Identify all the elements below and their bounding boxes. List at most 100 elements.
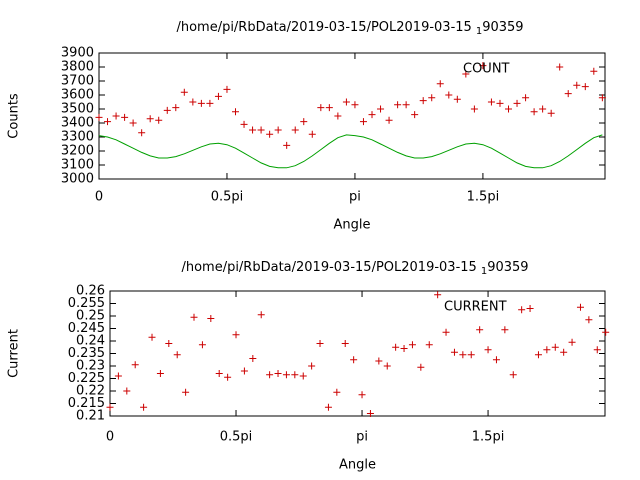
data-point xyxy=(509,371,517,379)
data-point xyxy=(392,343,400,351)
data-point xyxy=(106,403,114,411)
data-point xyxy=(501,326,509,334)
data-point xyxy=(291,126,299,134)
y-tick-label: 0.235 xyxy=(68,346,105,361)
data-point xyxy=(334,112,342,120)
y-tick-label: 0.21 xyxy=(76,409,105,424)
data-point xyxy=(400,345,408,352)
data-point xyxy=(114,372,122,380)
data-point xyxy=(316,340,324,347)
data-point xyxy=(257,126,265,134)
data-point xyxy=(590,67,598,75)
data-point xyxy=(492,356,500,364)
chart-title: /home/pi/RbData/2019-03-15/POL2019-03-15… xyxy=(176,20,523,38)
title-main: /home/pi/RbData/2019-03-15/POL2019-03-15 xyxy=(181,260,476,275)
x-axis-label: Angle xyxy=(334,218,371,233)
data-point xyxy=(249,126,257,134)
x-tick-label: 1.5pi xyxy=(467,190,500,205)
data-point xyxy=(131,361,139,369)
data-point xyxy=(496,99,504,107)
data-point xyxy=(359,118,367,126)
data-point xyxy=(299,372,307,380)
data-point xyxy=(325,104,333,112)
data-point xyxy=(526,305,534,312)
data-point xyxy=(467,351,475,359)
data-point xyxy=(442,328,450,336)
title-suffix: 90359 xyxy=(487,260,528,275)
data-point xyxy=(123,387,131,395)
data-point xyxy=(402,101,410,109)
data-point xyxy=(459,351,467,359)
data-point xyxy=(112,112,120,120)
data-point xyxy=(215,370,223,377)
data-point xyxy=(224,373,232,381)
data-point xyxy=(530,108,538,116)
data-point xyxy=(394,101,402,109)
chart-title: /home/pi/RbData/2019-03-15/POL2019-03-15… xyxy=(181,260,528,278)
data-point xyxy=(445,91,453,99)
data-point xyxy=(308,130,316,138)
data-point xyxy=(487,98,495,106)
legend-label: COUNT xyxy=(463,62,510,77)
data-point xyxy=(291,371,299,379)
data-point xyxy=(556,63,564,71)
data-point xyxy=(585,316,593,324)
title-subscript: 1 xyxy=(476,26,482,37)
y-tick-label: 3000 xyxy=(61,172,94,187)
y-tick-label: 3100 xyxy=(61,158,94,173)
subplot: /home/pi/RbData/2019-03-15/POL2019-03-15… xyxy=(7,260,610,473)
x-tick-label: 0 xyxy=(95,190,103,205)
data-point xyxy=(505,105,513,113)
data-point xyxy=(95,113,103,121)
data-point xyxy=(189,98,197,106)
data-point xyxy=(534,351,542,359)
data-point xyxy=(551,343,559,351)
data-point xyxy=(266,130,274,138)
data-point xyxy=(513,99,521,107)
data-point xyxy=(470,105,478,113)
x-tick-label: 0 xyxy=(106,430,114,445)
data-point xyxy=(148,333,156,341)
data-point xyxy=(240,367,248,375)
data-point xyxy=(462,70,470,78)
y-tick-label: 3300 xyxy=(61,130,94,145)
data-point xyxy=(581,83,589,91)
y-tick-label: 0.245 xyxy=(68,321,105,336)
data-point xyxy=(539,105,547,113)
data-point xyxy=(543,346,551,354)
x-tick-label: 1.5pi xyxy=(472,430,505,445)
data-point xyxy=(425,341,433,349)
data-point xyxy=(385,116,393,124)
y-tick-label: 3500 xyxy=(61,102,94,117)
data-point xyxy=(522,94,530,102)
data-point xyxy=(598,94,606,102)
data-point xyxy=(146,115,154,123)
data-point xyxy=(479,62,487,70)
data-point xyxy=(240,120,248,128)
y-tick-label: 0.23 xyxy=(76,359,105,374)
data-point xyxy=(408,341,416,349)
y-tick-label: 3200 xyxy=(61,144,94,159)
data-point xyxy=(547,109,555,117)
data-point xyxy=(197,99,205,107)
data-point xyxy=(358,391,366,399)
data-point xyxy=(375,357,383,365)
legend-label: CURRENT xyxy=(444,300,507,315)
data-point xyxy=(180,88,188,96)
data-point xyxy=(576,303,584,311)
data-point xyxy=(232,331,240,339)
y-axis-label: Counts xyxy=(7,93,22,139)
data-point xyxy=(129,119,137,127)
data-point xyxy=(333,388,341,396)
data-point xyxy=(434,291,442,299)
data-point xyxy=(350,356,358,364)
data-point xyxy=(351,101,359,109)
subplot: /home/pi/RbData/2019-03-15/POL2019-03-15… xyxy=(7,20,606,233)
data-point xyxy=(198,341,206,349)
title-main: /home/pi/RbData/2019-03-15/POL2019-03-15 xyxy=(176,20,471,35)
data-point xyxy=(300,118,308,126)
x-tick-label: 0.5pi xyxy=(211,190,244,205)
data-point xyxy=(156,370,164,377)
data-point xyxy=(283,141,291,149)
data-point xyxy=(476,326,484,334)
